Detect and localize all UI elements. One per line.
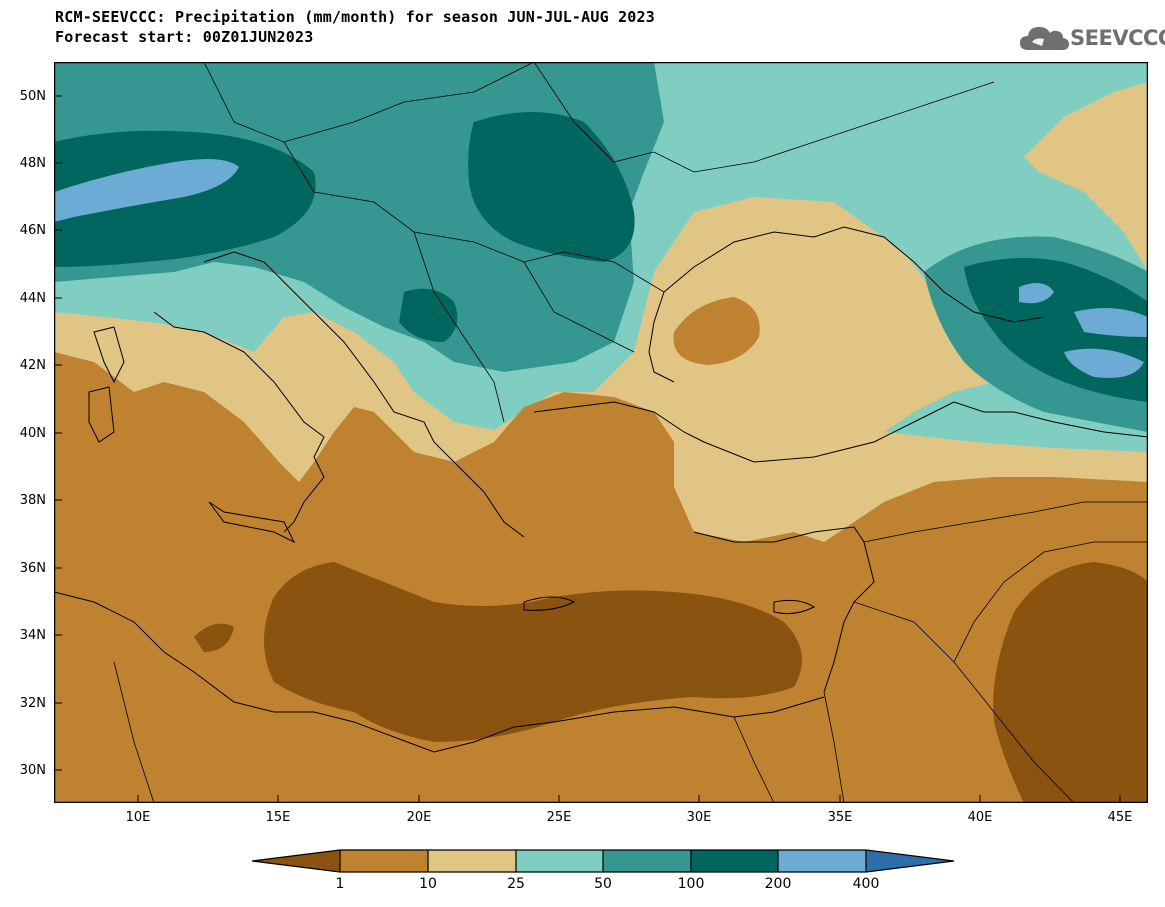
- lon-label: 45E: [1107, 810, 1133, 825]
- lat-label: 30N: [19, 763, 46, 778]
- lat-label: 38N: [19, 493, 46, 508]
- lat-label: 34N: [19, 628, 46, 643]
- lat-label: 46N: [19, 223, 46, 238]
- colorbar-segment: [866, 850, 954, 872]
- lon-label: 40E: [967, 810, 993, 825]
- field-lt1-sw: [194, 623, 234, 652]
- field-1-10-blacksea: [673, 297, 760, 365]
- forecast-start-label: Forecast start: 00Z01JUN2023: [55, 28, 314, 46]
- field-100-200-alps: [54, 130, 316, 267]
- lat-label: 36N: [19, 561, 46, 576]
- field-200-400-caucasus: [1019, 283, 1148, 378]
- lat-label: 44N: [19, 291, 46, 306]
- field-100-200-balkans: [399, 288, 458, 342]
- logo-text: SEEVCCC: [1070, 26, 1165, 50]
- field-200-400-alps: [54, 158, 239, 222]
- colorbar-label: 50: [594, 876, 612, 892]
- field-100-200-carpath: [468, 112, 635, 262]
- tick-marks: [54, 95, 1121, 803]
- lat-label: 48N: [19, 156, 46, 171]
- colorbar-label: 100: [677, 876, 705, 892]
- field-lt1-se: [993, 562, 1148, 803]
- lat-label: 50N: [19, 89, 46, 104]
- colorbar-segment: [603, 850, 691, 872]
- lon-label: 30E: [686, 810, 712, 825]
- colorbar-segment: [778, 850, 866, 872]
- chart-title: RCM-SEEVCCC: Precipitation (mm/month) fo…: [55, 8, 655, 26]
- lon-label: 35E: [827, 810, 853, 825]
- colorbar-label: 10: [419, 876, 437, 892]
- lon-label: 10E: [125, 810, 151, 825]
- seevccc-logo: SEEVCCC: [1018, 22, 1165, 56]
- colorbar-segment: [691, 850, 778, 872]
- country-borders: [113, 62, 1148, 803]
- cloud-icon: [1020, 27, 1069, 50]
- coastlines: [54, 226, 1148, 753]
- field-lt1: [264, 562, 802, 742]
- colorbar: [252, 849, 954, 873]
- colorbar-label: 25: [507, 876, 525, 892]
- colorbar-label: 200: [764, 876, 792, 892]
- lon-label: 15E: [265, 810, 291, 825]
- precipitation-map: [54, 62, 1148, 803]
- lat-label: 42N: [19, 358, 46, 373]
- lat-label: 40N: [19, 426, 46, 441]
- field-10-25-ne: [1024, 82, 1148, 272]
- colorbar-outline: [252, 849, 954, 873]
- lat-label: 32N: [19, 696, 46, 711]
- colorbar-segment: [252, 850, 340, 872]
- lon-label: 20E: [406, 810, 432, 825]
- colorbar-segment: [428, 850, 516, 872]
- map-frame: [54, 62, 1148, 803]
- colorbar-label: 1: [335, 876, 345, 892]
- lon-label: 25E: [546, 810, 572, 825]
- colorbar-segment: [516, 850, 603, 872]
- colorbar-label: 400: [852, 876, 880, 892]
- colorbar-segment: [340, 850, 428, 872]
